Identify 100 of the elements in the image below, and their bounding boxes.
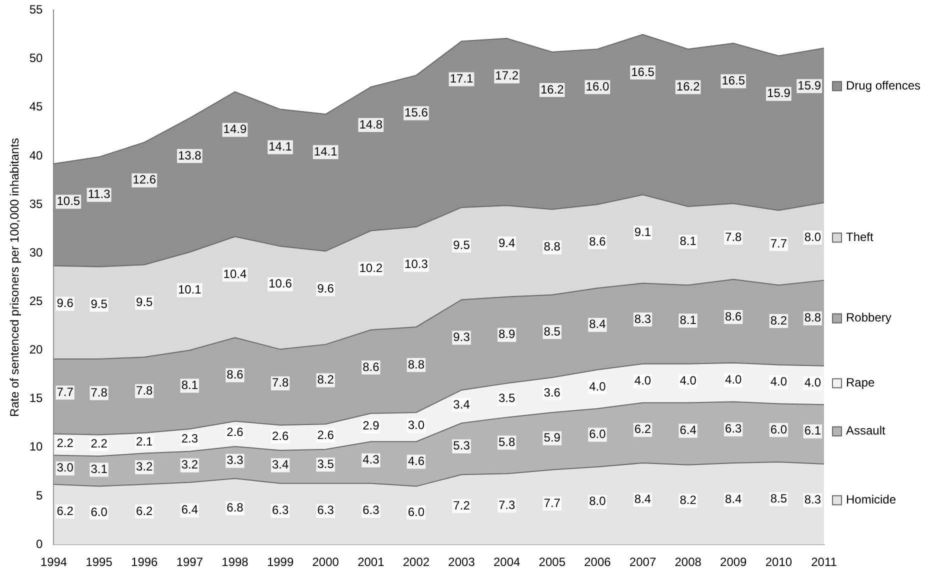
x-tick-label: 2000 bbox=[312, 555, 340, 570]
data-label: 6.2 bbox=[136, 504, 154, 518]
x-tick-label: 2002 bbox=[402, 555, 430, 570]
y-tick-label: 0 bbox=[36, 536, 44, 551]
legend-label: Rape bbox=[846, 376, 876, 390]
data-label: 6.0 bbox=[589, 427, 606, 442]
y-tick-label: 35 bbox=[29, 196, 44, 211]
legend-label: Drug offences bbox=[846, 78, 920, 92]
data-label: 2.6 bbox=[272, 428, 289, 443]
data-label: 8.8 bbox=[804, 310, 822, 325]
data-label: 10.5 bbox=[56, 194, 80, 208]
data-label: 9.5 bbox=[90, 297, 108, 312]
data-label: 9.1 bbox=[634, 225, 652, 240]
y-tick-label: 40 bbox=[29, 148, 44, 162]
legend-label: Robbery bbox=[846, 310, 892, 325]
data-label: 10.1 bbox=[178, 282, 202, 296]
data-label: 9.6 bbox=[317, 281, 334, 296]
data-label: 3.0 bbox=[56, 460, 74, 475]
data-label: 8.4 bbox=[589, 317, 606, 332]
data-label: 5.3 bbox=[453, 438, 470, 453]
data-label: 6.3 bbox=[272, 503, 289, 518]
data-label: 7.8 bbox=[725, 230, 742, 244]
data-label: 6.3 bbox=[317, 503, 334, 518]
x-tick-label: 1996 bbox=[131, 555, 158, 570]
x-tick-label: 2009 bbox=[720, 555, 748, 570]
data-label: 2.2 bbox=[90, 436, 108, 451]
x-tick-label: 2005 bbox=[538, 555, 566, 570]
legend-label: Assault bbox=[846, 424, 886, 438]
data-label: 6.2 bbox=[56, 504, 74, 518]
data-label: 15.9 bbox=[798, 78, 822, 92]
data-label: 8.8 bbox=[544, 240, 561, 254]
data-label: 4.0 bbox=[770, 374, 788, 389]
data-label: 15.6 bbox=[404, 106, 428, 120]
data-label: 11.3 bbox=[88, 187, 111, 202]
data-label: 3.2 bbox=[181, 458, 198, 472]
data-label: 6.0 bbox=[408, 504, 425, 519]
x-tick-label: 1997 bbox=[176, 555, 204, 570]
y-tick-label: 55 bbox=[29, 2, 44, 17]
data-label: 2.1 bbox=[136, 434, 154, 448]
data-label: 8.8 bbox=[408, 357, 425, 372]
data-label: 9.3 bbox=[453, 330, 470, 344]
data-label: 3.5 bbox=[498, 390, 516, 405]
data-label: 7.7 bbox=[56, 384, 74, 399]
data-label: 12.6 bbox=[132, 172, 156, 187]
data-label: 2.9 bbox=[362, 418, 380, 432]
data-label: 4.0 bbox=[634, 374, 652, 388]
data-label: 8.0 bbox=[589, 494, 606, 508]
data-label: 6.0 bbox=[90, 504, 108, 519]
x-tick-label: 2004 bbox=[493, 555, 521, 570]
data-label: 8.3 bbox=[634, 312, 652, 326]
data-label: 8.3 bbox=[804, 492, 822, 507]
data-label: 3.0 bbox=[408, 418, 425, 432]
data-label: 2.2 bbox=[56, 436, 74, 450]
data-label: 8.2 bbox=[770, 313, 788, 328]
data-label: 10.6 bbox=[268, 276, 292, 291]
y-tick-label: 5 bbox=[36, 488, 44, 502]
data-label: 8.2 bbox=[317, 372, 334, 387]
data-label: 7.7 bbox=[544, 496, 561, 510]
data-label: 14.1 bbox=[314, 144, 338, 158]
data-label: 8.5 bbox=[544, 324, 561, 338]
y-tick-label: 25 bbox=[29, 294, 44, 308]
y-tick-label: 30 bbox=[29, 245, 44, 260]
y-tick-label: 45 bbox=[29, 100, 44, 114]
x-tick-label: 1998 bbox=[222, 555, 249, 570]
data-label: 7.2 bbox=[453, 498, 470, 512]
x-tick-label: 1995 bbox=[86, 555, 113, 570]
data-label: 6.3 bbox=[725, 422, 742, 436]
data-label: 2.6 bbox=[226, 424, 244, 439]
data-label: 8.1 bbox=[181, 378, 198, 392]
x-tick-label: 1999 bbox=[266, 555, 294, 570]
data-label: 17.1 bbox=[450, 72, 474, 86]
data-label: 8.6 bbox=[362, 360, 380, 374]
data-label: 8.9 bbox=[498, 327, 516, 342]
data-label: 16.5 bbox=[631, 64, 655, 79]
data-label: 8.5 bbox=[770, 491, 788, 506]
data-label: 7.8 bbox=[90, 385, 108, 400]
data-label: 4.6 bbox=[408, 454, 425, 468]
data-label: 5.9 bbox=[544, 430, 561, 445]
data-label: 3.4 bbox=[272, 458, 289, 472]
x-tick-label: 2010 bbox=[765, 555, 792, 570]
x-tick-label: 2006 bbox=[584, 555, 612, 570]
data-label: 15.9 bbox=[767, 86, 791, 100]
data-label: 3.4 bbox=[453, 397, 470, 412]
data-label: 8.2 bbox=[680, 493, 697, 508]
data-label: 10.4 bbox=[223, 266, 247, 281]
legend-label: Theft bbox=[846, 230, 874, 244]
data-label: 4.3 bbox=[362, 452, 380, 467]
data-label: 13.8 bbox=[178, 148, 202, 162]
data-label: 10.2 bbox=[359, 261, 383, 276]
data-label: 6.3 bbox=[362, 503, 380, 518]
data-label: 14.9 bbox=[223, 122, 247, 136]
y-tick-label: 50 bbox=[29, 51, 44, 66]
data-label: 14.8 bbox=[359, 117, 383, 132]
data-label: 8.6 bbox=[589, 234, 606, 248]
data-label: 6.0 bbox=[770, 422, 788, 436]
x-tick-label: 2008 bbox=[674, 555, 702, 570]
data-label: 4.0 bbox=[725, 372, 742, 387]
data-label: 3.1 bbox=[90, 462, 108, 476]
data-label: 8.1 bbox=[680, 312, 697, 327]
data-label: 4.0 bbox=[680, 374, 697, 388]
